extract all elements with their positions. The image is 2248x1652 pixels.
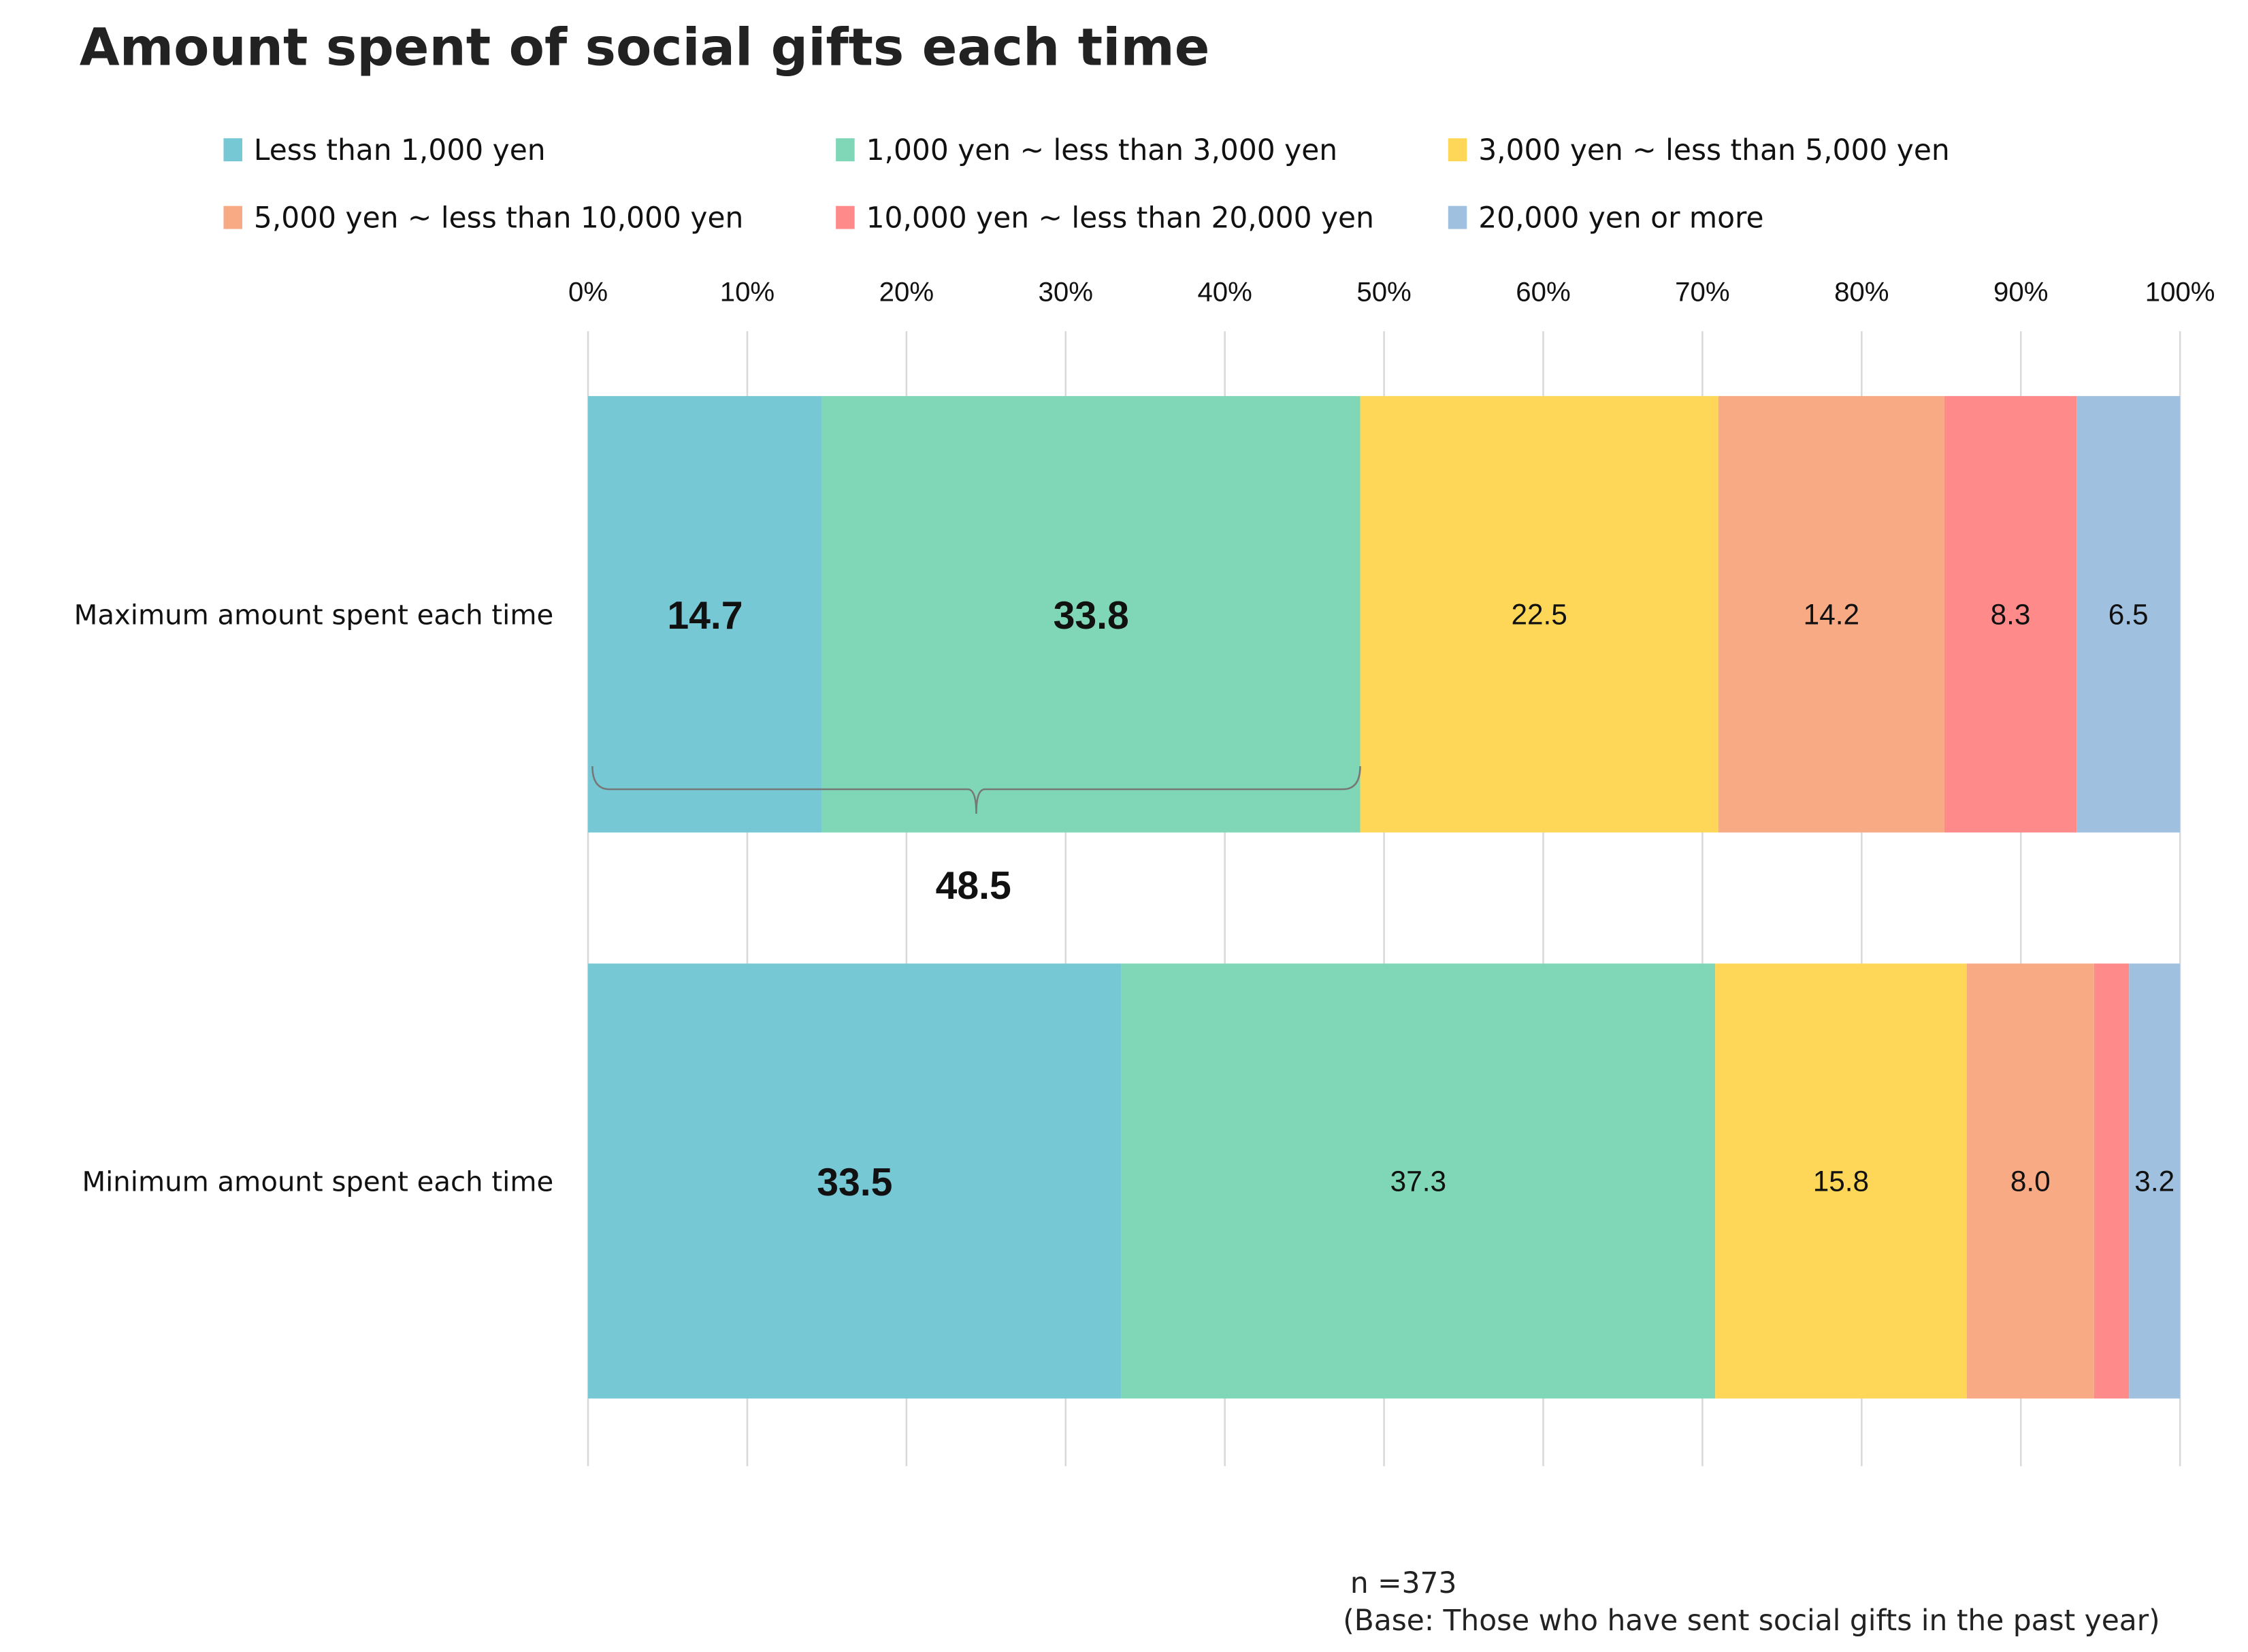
legend-swatch — [1448, 205, 1467, 229]
data-label: 33.5 — [817, 1161, 892, 1204]
bar-segment — [2076, 396, 2181, 833]
chart-title: Amount spent of social gifts each time — [80, 16, 1210, 77]
bar-segment — [1715, 963, 1967, 1399]
x-tick-label: 40% — [1197, 276, 1252, 307]
data-label: 8.3 — [1991, 599, 2031, 631]
x-tick-label: 50% — [1356, 276, 1411, 307]
x-tick-label: 10% — [720, 276, 775, 307]
bar-segment — [821, 396, 1361, 833]
legend-label: Less than 1,000 yen — [254, 133, 546, 167]
legend-swatch — [1448, 138, 1467, 162]
data-label: 15.8 — [1813, 1166, 1869, 1197]
bar-segment — [2129, 963, 2181, 1399]
brace-label: 48.5 — [936, 864, 1011, 908]
brace-shape — [591, 766, 1361, 814]
legend-label: 10,000 yen ~ less than 20,000 yen — [866, 201, 1374, 234]
bar-segment — [588, 396, 822, 833]
data-label: 6.5 — [2108, 599, 2149, 631]
bar-segment — [1121, 963, 1716, 1399]
legend-swatch — [223, 138, 243, 162]
data-label: 8.0 — [2010, 1166, 2051, 1197]
data-label: 3.2 — [2134, 1166, 2174, 1197]
data-label: 14.2 — [1804, 599, 1859, 631]
legend-label: 3,000 yen ~ less than 5,000 yen — [1478, 133, 1949, 167]
bar-segment — [588, 963, 1122, 1399]
legend-label: 5,000 yen ~ less than 10,000 yen — [254, 201, 743, 234]
category-label: Maximum amount spent each time — [74, 600, 554, 631]
x-tick-label: 90% — [1993, 276, 2048, 307]
x-tick-label: 70% — [1675, 276, 1729, 307]
x-tick-label: 80% — [1834, 276, 1889, 307]
category-labels: Maximum amount spent each time Minimum am… — [74, 600, 554, 1198]
data-label: 22.5 — [1511, 599, 1567, 631]
bar-segment — [1360, 396, 1718, 833]
sample-size: n =373 — [1350, 1566, 1457, 1600]
sum-brace: 48.5 — [591, 766, 1361, 908]
bar-segment — [1966, 963, 2094, 1399]
legend-label: 1,000 yen ~ less than 3,000 yen — [866, 133, 1337, 167]
bar-segment — [2094, 963, 2130, 1399]
legend-swatch — [836, 138, 855, 162]
x-tick-label: 60% — [1516, 276, 1570, 307]
category-label: Minimum amount spent each time — [82, 1167, 553, 1198]
legend: Less than 1,000 yen 1,000 yen ~ less than… — [223, 133, 1950, 234]
x-tick-label: 30% — [1039, 276, 1093, 307]
legend-swatch — [836, 205, 855, 229]
x-tick-label: 20% — [879, 276, 934, 307]
legend-label: 20,000 yen or more — [1478, 201, 1763, 234]
base-note: (Base: Those who have sent social gifts … — [1343, 1604, 2160, 1637]
x-axis-ticks: 0% 10% 20% 30% 40% 50% 60% 70% 80% 90% 100% — [568, 276, 2215, 307]
bar-segment — [1944, 396, 2077, 833]
x-tick-label: 100% — [2145, 276, 2215, 307]
bars: 14.7 33.8 22.5 14.2 8.3 6.5 33.5 37.3 15.8 8.0 3.2 — [588, 396, 2181, 1399]
bar-segment — [1718, 396, 1944, 833]
legend-swatch — [223, 205, 243, 229]
data-label: 14.7 — [667, 594, 743, 638]
data-label: 37.3 — [1390, 1166, 1446, 1197]
x-tick-label: 0% — [568, 276, 608, 307]
data-label: 33.8 — [1054, 594, 1129, 638]
